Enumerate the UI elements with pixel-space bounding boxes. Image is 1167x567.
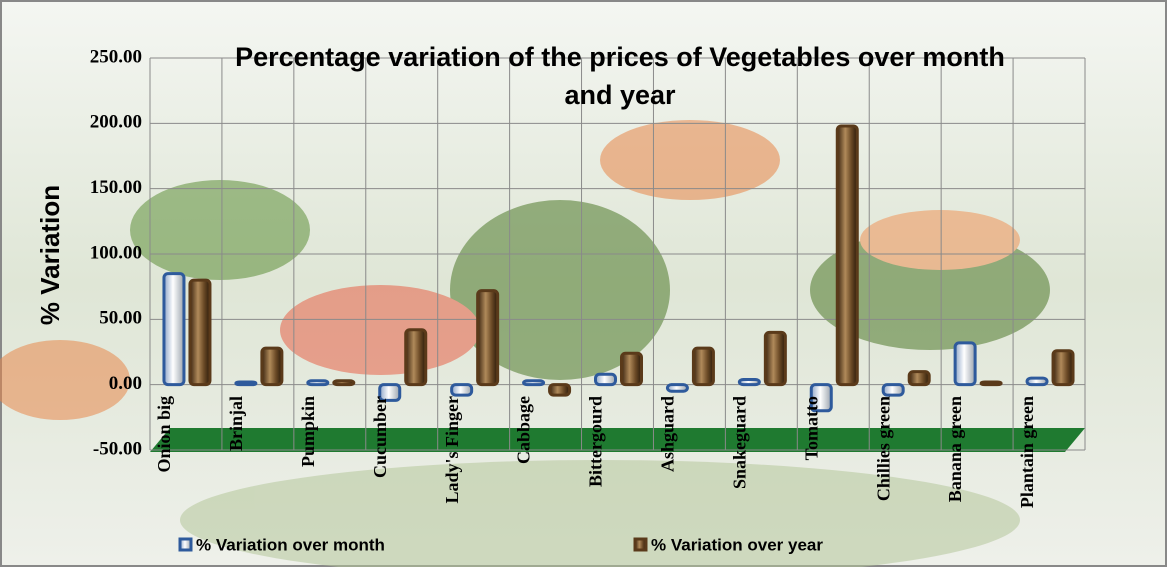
bar: [953, 341, 977, 387]
y-tick-label: 50.00: [99, 308, 142, 329]
x-tick-label: Onion big: [154, 396, 174, 473]
bar: [737, 377, 761, 387]
y-tick-label: 250.00: [90, 46, 142, 67]
y-tick-label: 150.00: [90, 177, 142, 198]
x-tick-label: Bittergourd: [586, 396, 606, 487]
bar: [260, 346, 284, 387]
legend-marker: [633, 537, 648, 552]
bar: [306, 379, 330, 387]
x-tick-label: Tomatto: [801, 396, 821, 460]
x-tick-label: Chillies green: [873, 396, 893, 501]
legend-label: % Variation over month: [196, 535, 385, 554]
bar: [620, 351, 643, 387]
bar: [979, 380, 1003, 387]
bar: [332, 379, 356, 387]
bar: [378, 383, 402, 402]
bar: [1025, 376, 1049, 387]
bar: [665, 383, 689, 393]
bar: [907, 370, 931, 387]
y-tick-label: -50.00: [93, 438, 142, 459]
background-decoration: [0, 120, 1050, 567]
x-tick-label: Lady's Finger: [442, 396, 462, 504]
bar: [594, 372, 617, 387]
bar: [881, 383, 905, 397]
y-tick-label: 200.00: [90, 112, 142, 133]
x-tick-label: Cabbage: [514, 396, 534, 464]
bar: [763, 330, 787, 387]
x-tick-label: Plantain green: [1017, 396, 1037, 508]
x-tick-label: Ashguard: [658, 396, 678, 472]
bar: [548, 383, 572, 397]
x-tick-label: Brinjal: [226, 396, 246, 451]
bar: [450, 383, 474, 397]
bar: [188, 278, 212, 387]
bar: [691, 346, 715, 387]
bar: [234, 380, 258, 387]
y-axis-title: % Variation: [35, 185, 65, 325]
bar: [522, 379, 546, 387]
bar: [809, 383, 833, 413]
bar: [1051, 349, 1075, 387]
floor: [150, 428, 1085, 452]
x-tick-label: Snakeguard: [729, 396, 749, 489]
x-tick-label: Cucumber: [370, 396, 390, 478]
legend-marker: [178, 537, 193, 552]
x-tick-label: Pumpkin: [298, 396, 318, 467]
y-tick-label: 100.00: [90, 242, 142, 263]
chart-title: Percentage variation of the prices of Ve…: [235, 42, 1005, 110]
bar: [476, 289, 500, 387]
y-tick-label: 0.00: [109, 373, 142, 394]
x-tick-label: Banana green: [945, 396, 965, 502]
bar: [404, 328, 428, 387]
legend-label: % Variation over year: [651, 535, 823, 554]
bar: [162, 272, 186, 387]
bar: [835, 124, 859, 387]
